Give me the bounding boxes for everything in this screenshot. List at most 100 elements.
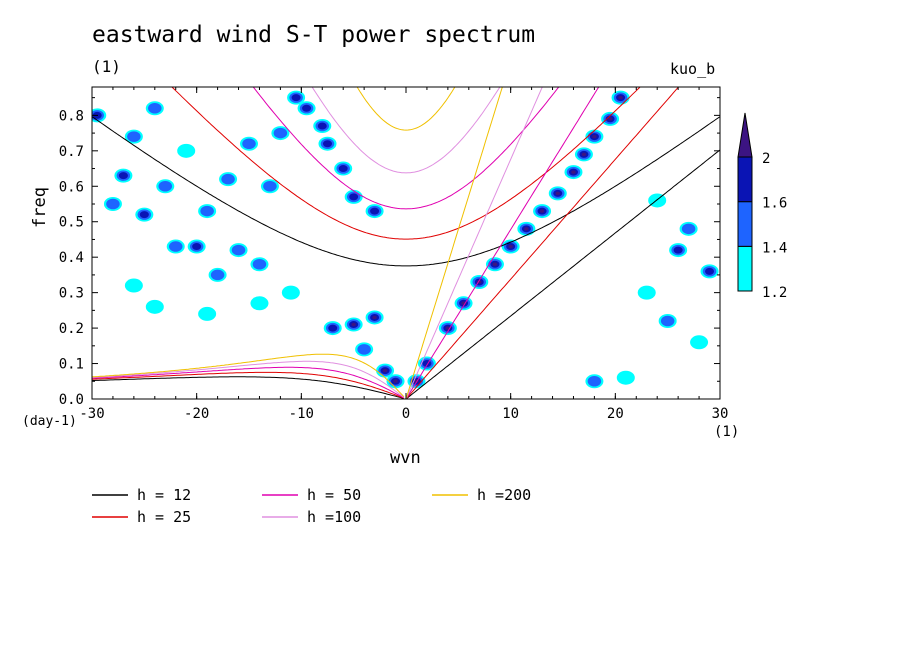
power-blob [323,140,332,148]
power-blob [607,117,613,121]
power-blob [231,244,246,256]
power-blob [581,152,587,157]
power-blob [690,335,709,350]
power-blobs [92,90,719,389]
power-blob [616,370,635,385]
y-tick-label: 0.5 [59,215,84,231]
legend-label: h = 25 [137,508,191,526]
power-blob [681,223,696,235]
power-blob [524,227,529,231]
dispersion-curve-rossby [92,360,405,398]
colorbar-label: 1.2 [762,285,787,301]
colorbar-extension [737,112,753,158]
y-tick-label: 0.8 [59,108,84,124]
x-axis-label: wvn [390,448,421,468]
chart-title: eastward wind S-T power spectrum [92,22,536,48]
power-blob [370,207,380,215]
power-blob [317,122,327,130]
power-blob [372,315,377,320]
power-blob [242,138,256,149]
power-blob [273,127,288,139]
x-tick-label: 20 [607,406,624,422]
dispersion-curve-inertia-gravity [311,87,501,174]
power-blob [338,165,348,173]
y-axis-unit: (day-1) [22,414,77,429]
power-blob [382,368,388,373]
dispersion-curve-inertia-gravity [92,116,720,267]
power-blob [357,344,371,355]
units-note: (1) [92,57,121,76]
dispersion-curve-kelvin [405,87,543,399]
y-tick-label: 0.2 [59,321,84,337]
colorbar-label: 2 [762,151,770,167]
power-blob [571,170,576,174]
y-tick-label: 0.1 [59,357,84,373]
x-tick-label: 10 [502,406,519,422]
power-blob [139,211,149,219]
power-blob [291,94,301,102]
y-tick-label: 0.3 [59,286,84,302]
colorbar-segment [737,201,753,247]
colorbar-segment [737,156,753,203]
power-blob [648,193,667,208]
dispersion-curve-rossby [92,366,405,399]
y-tick-label: 0.4 [59,250,84,266]
power-blob [252,259,267,270]
power-blob [200,205,214,217]
power-blob [618,95,623,100]
power-blob [508,244,513,249]
colorbar-label: 1.4 [762,240,787,256]
power-blob [263,181,277,192]
power-blob [250,296,269,311]
dispersion-curve-kelvin [405,87,680,399]
x-tick-label: 30 [712,406,729,422]
power-blob [328,324,338,332]
power-blob [673,246,683,254]
dispersion-curve-rossby [92,371,405,399]
y-tick-label: 0.0 [59,392,84,408]
legend-label: h =200 [477,486,531,504]
colorbar-segment [737,245,753,292]
power-blob [281,285,300,300]
power-blob [177,143,196,158]
power-blob [158,181,173,192]
power-blob [349,193,359,201]
power-blob [592,134,597,139]
power-blob [705,267,715,275]
plot-frame [91,86,721,400]
x-tick-label: -30 [79,406,104,422]
power-blob [127,131,141,142]
power-blob [637,285,656,300]
dispersion-curve-inertia-gravity [252,87,560,210]
x-tick-label: -20 [184,406,209,422]
power-blob [124,278,143,293]
power-blob [106,198,120,210]
power-blob [539,209,545,213]
power-blob [168,241,183,252]
power-blob [351,322,356,327]
power-blob [660,315,675,327]
y-tick-label: 0.6 [59,179,84,195]
power-blob [148,103,162,114]
experiment-tag: kuo_b [670,60,716,78]
power-blob [198,306,217,321]
dispersion-curve-rossby [92,353,405,398]
dispersion-curve-kelvin [405,87,503,399]
dispersion-curves [92,87,720,399]
dispersion-curve-rossby [92,376,405,399]
colorbar-label: 1.6 [762,196,787,212]
power-blob [587,376,602,387]
power-blob [192,243,202,251]
power-blob [393,379,398,384]
x-tick-label: 0 [402,406,410,422]
x-axis-unit: (1) [714,424,740,440]
dispersion-curve-inertia-gravity [356,87,456,131]
legend-label: h = 50 [307,486,361,504]
power-blob [555,191,561,196]
x-tick-label: -10 [289,406,314,422]
power-blob [210,269,225,281]
power-blob [492,262,498,267]
y-tick-label: 0.7 [59,144,84,160]
legend-label: h = 12 [137,486,191,504]
